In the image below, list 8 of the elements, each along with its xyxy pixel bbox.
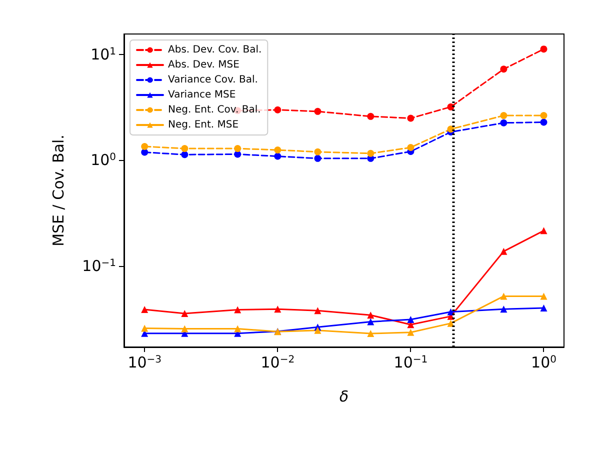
legend-label: Variance MSE — [168, 90, 236, 100]
legend-label: Variance Cov. Bal. — [168, 74, 258, 86]
x-axis-title: δ — [339, 388, 349, 406]
legend-label: Neg. Ent. Cov. Bal. — [168, 104, 261, 116]
legend-label: Neg. Ent. MSE — [168, 120, 239, 130]
legend-label: Abs. Dev. Cov. Bal. — [168, 44, 262, 56]
y-axis-title: MSE / Cov. Bal. — [50, 134, 68, 246]
legend-label: Abs. Dev. MSE — [168, 60, 240, 70]
